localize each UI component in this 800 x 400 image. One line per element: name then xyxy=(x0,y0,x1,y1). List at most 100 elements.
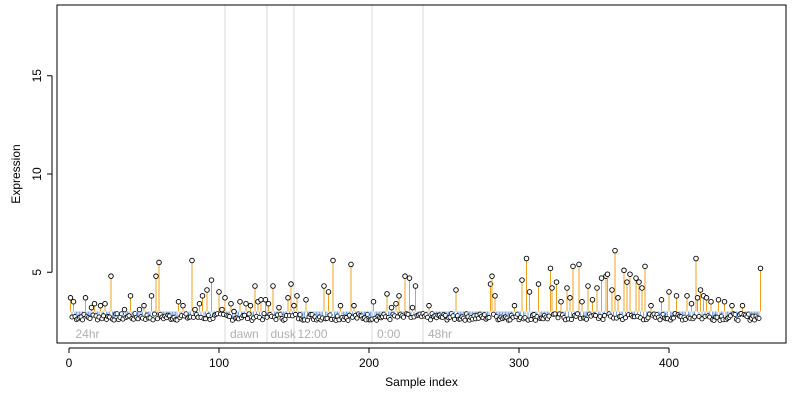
highlight-point xyxy=(276,304,282,311)
group-lines xyxy=(224,5,424,343)
highlight-point xyxy=(553,279,560,285)
highlight-point xyxy=(270,283,276,289)
x-axis: 0 100 200 300 400 xyxy=(66,347,679,370)
highlight-point xyxy=(412,283,419,289)
highlight-point xyxy=(321,283,327,289)
highlight-point xyxy=(67,295,74,301)
background-point xyxy=(111,317,117,323)
highlight-point xyxy=(594,285,600,291)
background-point xyxy=(387,317,393,323)
highlight-point xyxy=(337,302,344,309)
highlight-point xyxy=(153,273,159,279)
background-point xyxy=(714,314,720,320)
highlight-point xyxy=(547,265,554,272)
background-point xyxy=(692,314,698,320)
highlight-point xyxy=(642,263,648,270)
background-point xyxy=(546,313,552,319)
highlight-point xyxy=(175,298,182,305)
background-point xyxy=(126,313,132,319)
highlight-point xyxy=(639,285,645,291)
highlight-point xyxy=(567,295,573,301)
highlight-point xyxy=(91,300,98,307)
highlight-point xyxy=(228,300,234,307)
background-point xyxy=(405,311,411,317)
background-series xyxy=(69,311,762,323)
highlight-point xyxy=(609,287,615,293)
background-point xyxy=(569,316,575,322)
group-labels: 24hr dawn dusk 12:00 0:00 48hr xyxy=(76,327,453,341)
highlight-point xyxy=(658,297,665,303)
highlight-point xyxy=(388,304,395,311)
y-axis-title: Expression xyxy=(9,144,23,203)
highlight-point xyxy=(585,283,591,289)
highlight-point xyxy=(384,291,390,297)
background-point xyxy=(427,317,433,323)
highlight-point xyxy=(204,287,210,293)
background-point xyxy=(151,311,157,317)
background-point xyxy=(324,315,330,321)
highlight-point xyxy=(303,297,309,303)
highlight-point xyxy=(598,275,605,281)
highlight-point xyxy=(604,271,611,277)
highlight-point xyxy=(564,285,570,291)
background-point xyxy=(507,317,513,323)
background-point xyxy=(80,317,86,323)
group-label: dawn xyxy=(230,327,259,341)
background-point xyxy=(101,313,107,319)
highlight-point xyxy=(406,275,413,281)
highlight-point xyxy=(684,293,690,299)
highlight-point xyxy=(409,304,416,311)
x-tick-label: 300 xyxy=(509,356,529,370)
y-axis: 5 10 15 xyxy=(30,69,53,276)
highlight-point xyxy=(558,298,564,305)
highlight-point xyxy=(231,308,237,315)
x-tick-label: 100 xyxy=(209,356,229,370)
highlight-point xyxy=(288,281,294,287)
highlight-point xyxy=(156,259,162,266)
highlight-point xyxy=(612,247,618,254)
highlight-point xyxy=(715,297,722,303)
highlight-point xyxy=(570,263,576,270)
highlight-point xyxy=(370,298,377,305)
highlight-point xyxy=(237,298,243,305)
highlight-point xyxy=(216,289,222,295)
group-label: 24hr xyxy=(76,327,100,341)
background-point xyxy=(623,315,629,321)
x-tick-label: 200 xyxy=(359,356,379,370)
highlight-point xyxy=(576,261,582,268)
highlight-point xyxy=(402,273,408,279)
background-point xyxy=(226,314,232,320)
highlight-point xyxy=(291,302,297,309)
highlight-point xyxy=(396,293,402,299)
highlight-point xyxy=(708,298,714,305)
highlight-point xyxy=(693,255,699,262)
highlight-point xyxy=(325,289,332,295)
highlight-point xyxy=(208,277,215,283)
highlight-point xyxy=(489,273,495,279)
highlight-point xyxy=(697,287,704,293)
highlight-point xyxy=(666,289,672,295)
background-point xyxy=(154,316,160,322)
highlight-point xyxy=(70,298,77,305)
background-point xyxy=(202,316,208,322)
highlight-point xyxy=(453,287,459,293)
highlight-point xyxy=(648,302,654,309)
highlight-point xyxy=(330,257,336,264)
highlight-point xyxy=(196,300,203,307)
highlight-point xyxy=(721,298,728,305)
x-tick-label: 400 xyxy=(659,356,679,370)
highlight-point xyxy=(97,302,104,309)
highlight-point xyxy=(688,300,695,307)
background-point xyxy=(261,311,267,317)
highlight-point xyxy=(519,277,525,283)
highlight-point xyxy=(729,302,735,309)
highlight-point xyxy=(192,306,198,313)
highlight-point xyxy=(285,295,291,301)
background-point xyxy=(87,315,93,321)
highlight-point xyxy=(589,297,596,303)
y-tick-label: 5 xyxy=(30,269,44,276)
highlight-point xyxy=(141,302,147,309)
background-point xyxy=(602,313,608,319)
